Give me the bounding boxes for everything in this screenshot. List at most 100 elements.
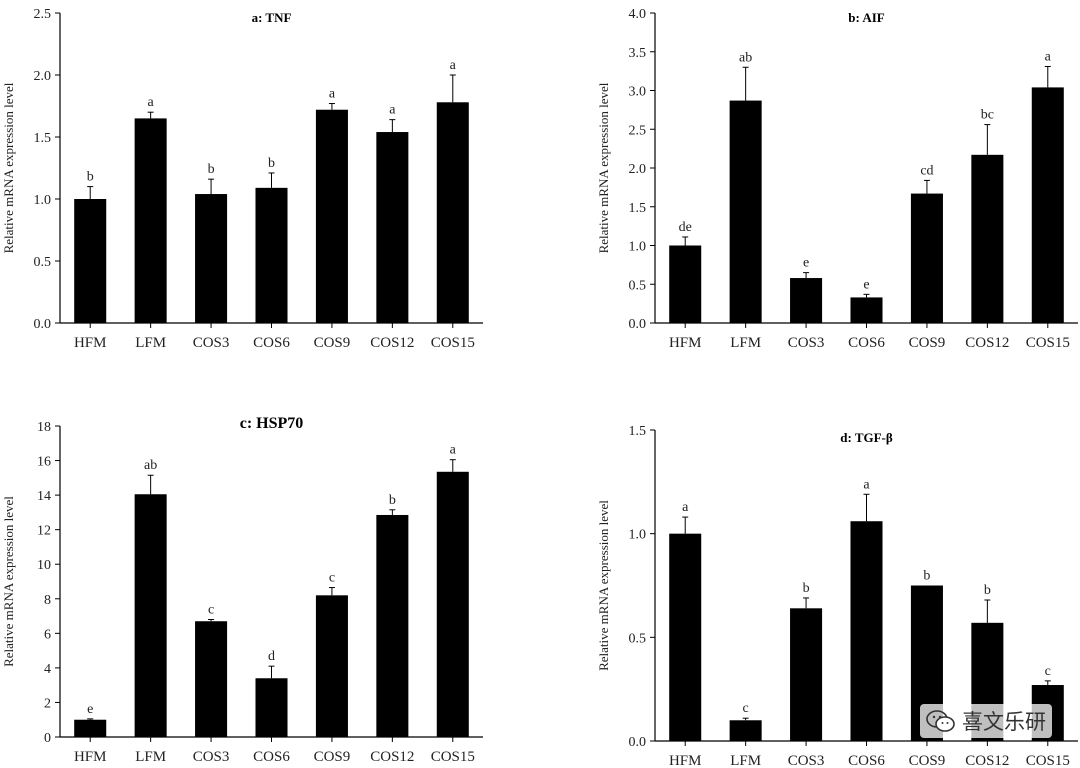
significance-label: d [268,649,275,664]
chart-panel-b: 0.0 0.5 1.0 1.5 2.0 2.5 3.0 3.5 4.0 Relative mRNA… [596,7,1078,351]
significance-label: a [329,87,336,102]
bar-COS15 [1031,87,1064,324]
bar-LFM [729,100,762,323]
bar-COS15 [436,471,469,737]
significance-label: b [803,581,810,596]
bar-COS6 [255,187,288,323]
x-tick-label: HFM [74,335,107,351]
significance-label: a [1045,49,1052,64]
chart-panel-c: 0 2 4 6 8 10 12 14 16 18 Relative mRNA expression … [1,415,483,765]
bar-COS12 [376,514,409,737]
x-tick-label: COS12 [965,753,1009,768]
y-tick-label: 0.0 [629,317,647,332]
bar-COS9 [910,193,943,323]
chart-title: a: TNF [252,10,292,25]
y-tick-label: 3.0 [629,85,647,100]
x-tick-label: COS3 [193,749,230,765]
significance-label: e [863,277,869,292]
y-tick-label: 4.0 [629,7,647,22]
significance-label: de [679,220,692,235]
y-tick-label: 0.5 [629,278,647,293]
bar-LFM [134,494,167,737]
bar-COS3 [790,608,823,741]
significance-label: e [803,256,809,271]
y-axis-label: Relative mRNA expression level [1,496,16,667]
bar-COS3 [195,194,228,323]
y-tick-label: 0.0 [629,735,647,750]
x-tick-label: COS15 [1026,753,1070,768]
bar-COS15 [436,102,469,323]
y-tick-label: 1.0 [629,240,647,255]
bar-COS12 [971,154,1004,323]
y-tick-label: 14 [37,489,51,504]
y-tick-label: 2.0 [34,69,52,84]
significance-label: c [329,571,335,586]
x-tick-label: COS3 [788,335,825,351]
bar-COS9 [315,595,348,737]
significance-label: b [208,162,215,177]
chart-title: c: HSP70 [240,415,304,432]
significance-label: a [682,500,689,515]
significance-label: a [148,95,155,110]
significance-label: a [450,58,457,73]
significance-label: a [450,443,457,458]
y-tick-label: 0 [44,731,51,746]
significance-label: ab [144,458,157,473]
significance-label: b [984,583,991,598]
x-tick-label: HFM [74,749,107,765]
significance-label: b [923,569,930,584]
x-tick-label: COS15 [431,335,475,351]
y-tick-label: 4 [44,662,51,677]
significance-label: b [87,170,94,185]
x-tick-label: LFM [135,335,166,351]
bar-COS6 [255,678,288,737]
y-tick-label: 1.5 [34,131,52,146]
y-tick-label: 2.5 [629,123,647,138]
x-tick-label: LFM [730,753,761,768]
y-axis-label: Relative mRNA expression level [1,82,16,253]
y-tick-label: 1.0 [34,193,52,208]
x-tick-label: COS3 [788,753,825,768]
y-axis-label: Relative mRNA expression level [596,82,611,253]
y-tick-label: 1.0 [629,528,647,543]
y-tick-label: 0.5 [629,631,647,646]
bar-HFM [74,199,107,323]
significance-label: a [863,477,870,492]
significance-label: bc [981,108,994,123]
bar-COS3 [195,621,228,737]
x-tick-label: COS9 [909,335,946,351]
x-tick-label: COS15 [431,749,475,765]
y-tick-label: 1.5 [629,201,647,216]
significance-label: a [389,103,396,118]
significance-label: c [208,603,214,618]
bar-COS6 [850,297,883,323]
significance-label: cd [920,163,933,178]
bar-HFM [669,533,702,741]
y-tick-label: 0.5 [34,255,52,270]
y-tick-label: 0.0 [34,317,52,332]
bar-HFM [669,245,702,323]
significance-label: c [743,701,749,716]
x-tick-label: COS6 [848,753,885,768]
x-tick-label: COS6 [253,749,290,765]
y-tick-label: 10 [37,558,51,573]
watermark-text: 喜文乐研 [962,710,1046,734]
x-tick-label: COS3 [193,335,230,351]
x-tick-label: COS6 [253,335,290,351]
chart-title: d: TGF-β [840,430,893,445]
significance-label: e [87,702,93,717]
y-tick-label: 1.5 [629,424,647,439]
y-tick-label: 16 [37,455,51,470]
y-tick-label: 2 [44,696,51,711]
x-tick-label: COS12 [965,335,1009,351]
y-tick-label: 2.5 [34,7,52,22]
x-tick-label: COS6 [848,335,885,351]
x-tick-label: COS12 [370,335,414,351]
bar-HFM [74,719,107,737]
bar-COS9 [315,109,348,323]
y-axis-label: Relative mRNA expression level [596,500,611,671]
y-tick-label: 12 [37,524,51,539]
watermark: 喜文乐研 [920,704,1052,738]
y-tick-label: 6 [44,627,51,642]
significance-label: c [1045,664,1051,679]
